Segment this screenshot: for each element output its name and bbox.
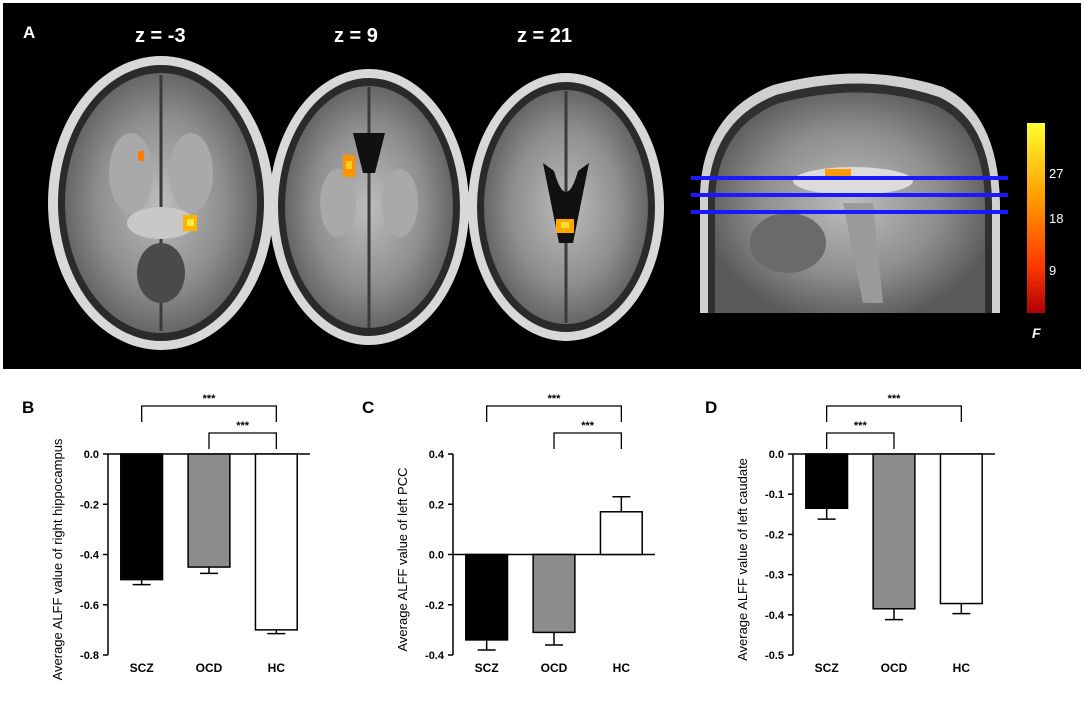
colorbar-tick: 9 bbox=[1049, 263, 1057, 278]
x-tick-label: HC bbox=[953, 661, 971, 675]
x-tick-label: OCD bbox=[541, 661, 568, 675]
y-tick-label: -0.6 bbox=[80, 600, 99, 612]
y-tick-label: -0.3 bbox=[765, 570, 784, 582]
chart-d: 0.0 -0.1 -0.2 -0.3 -0.4 -0.5 SCZ OCD HC Average A… bbox=[725, 380, 1025, 702]
y-tick-label: -0.4 bbox=[425, 650, 445, 662]
y-tick-label: 0.0 bbox=[429, 550, 444, 562]
x-tick-label: OCD bbox=[881, 661, 908, 675]
y-axis-label: Average ALFF value of left PCC bbox=[395, 467, 410, 651]
y-tick-label: -0.4 bbox=[765, 610, 785, 622]
y-axis-label: Average ALFF value of left caudate bbox=[735, 458, 750, 661]
x-tick-label: HC bbox=[613, 661, 631, 675]
colorbar-tick: 18 bbox=[1049, 211, 1064, 226]
y-tick-label: -0.2 bbox=[765, 529, 784, 541]
bar-scz bbox=[120, 453, 164, 581]
axial-slice-z-9 bbox=[269, 69, 469, 345]
colorbar-tick: 27 bbox=[1049, 166, 1064, 181]
y-tick-label: -0.5 bbox=[765, 650, 784, 662]
y-tick-label: 0.0 bbox=[769, 449, 784, 461]
y-tick-label: -0.4 bbox=[80, 550, 100, 562]
brain-slices-figure bbox=[48, 56, 1045, 350]
y-tick-label: -0.8 bbox=[80, 650, 99, 662]
significance-label: *** bbox=[236, 420, 250, 432]
panel-label-b: B bbox=[22, 398, 35, 417]
bar-ocd bbox=[872, 453, 916, 610]
y-tick-label: -0.2 bbox=[80, 499, 99, 511]
significance-bracket bbox=[141, 405, 277, 422]
y-tick-label: -0.2 bbox=[425, 600, 444, 612]
sagittal-slice bbox=[691, 73, 1008, 313]
significance-bracket bbox=[826, 405, 962, 422]
colorbar bbox=[1027, 123, 1045, 313]
chart-b: 0.0 -0.2 -0.4 -0.6 -0.8 SCZ OCD HC Average ALFF … bbox=[40, 380, 340, 702]
brain-image-panel: A z = -3 z = 9 z = 21 27 18 9 F bbox=[3, 3, 1081, 369]
panel-label-a: A bbox=[23, 23, 36, 42]
significance-bracket bbox=[208, 432, 277, 449]
significance-label: *** bbox=[581, 420, 595, 432]
y-tick-label: 0.0 bbox=[84, 449, 99, 461]
significance-label: *** bbox=[548, 393, 562, 405]
x-tick-label: SCZ bbox=[815, 661, 839, 675]
slice-label-z-neg3: z = -3 bbox=[135, 25, 186, 47]
slice-label-z-9: z = 9 bbox=[334, 25, 378, 47]
x-tick-label: SCZ bbox=[475, 661, 499, 675]
axial-slice-z-neg3 bbox=[48, 56, 274, 350]
colorbar-stat-label: F bbox=[1032, 325, 1041, 341]
chart-b-svg: 0.0 -0.2 -0.4 -0.6 -0.8 SCZ OCD HC Average ALFF … bbox=[50, 393, 310, 680]
y-tick-label: 0.4 bbox=[429, 449, 445, 461]
slice-reference-line bbox=[691, 193, 1008, 197]
significance-bracket bbox=[486, 405, 622, 422]
significance-label: *** bbox=[888, 393, 902, 405]
bar-scz bbox=[805, 453, 849, 510]
slice-reference-line bbox=[691, 210, 1008, 214]
bar-hc bbox=[939, 453, 983, 605]
bar-scz bbox=[465, 553, 509, 641]
bar-hc bbox=[599, 511, 643, 556]
axial-slice-z-21 bbox=[468, 73, 664, 341]
activation-blob bbox=[825, 169, 851, 177]
bar-ocd bbox=[532, 553, 576, 634]
slice-label-z-21: z = 21 bbox=[517, 25, 573, 47]
x-tick-label: SCZ bbox=[130, 661, 154, 675]
y-tick-label: -0.1 bbox=[765, 489, 784, 501]
significance-bracket bbox=[826, 432, 895, 449]
chart-c: 0.4 0.2 0.0 -0.2 -0.4 SCZ OCD HC Average ALFF va… bbox=[385, 380, 685, 702]
panel-label-d: D bbox=[705, 398, 718, 417]
panel-label-c: C bbox=[362, 398, 375, 417]
activation-blob bbox=[138, 151, 144, 161]
x-tick-label: HC bbox=[268, 661, 286, 675]
y-axis-label: Average ALFF value of right hippocampus bbox=[50, 438, 65, 680]
x-tick-label: OCD bbox=[196, 661, 223, 675]
bar-ocd bbox=[187, 453, 231, 568]
significance-label: *** bbox=[854, 420, 868, 432]
y-tick-label: 0.2 bbox=[429, 499, 444, 511]
slice-reference-line bbox=[691, 176, 1008, 180]
bar-hc bbox=[254, 453, 298, 631]
chart-c-svg: 0.4 0.2 0.0 -0.2 -0.4 SCZ OCD HC Average ALFF va… bbox=[395, 393, 655, 675]
significance-bracket bbox=[553, 432, 622, 449]
chart-d-svg: 0.0 -0.1 -0.2 -0.3 -0.4 -0.5 SCZ OCD HC Average A… bbox=[735, 393, 995, 675]
significance-label: *** bbox=[203, 393, 217, 405]
